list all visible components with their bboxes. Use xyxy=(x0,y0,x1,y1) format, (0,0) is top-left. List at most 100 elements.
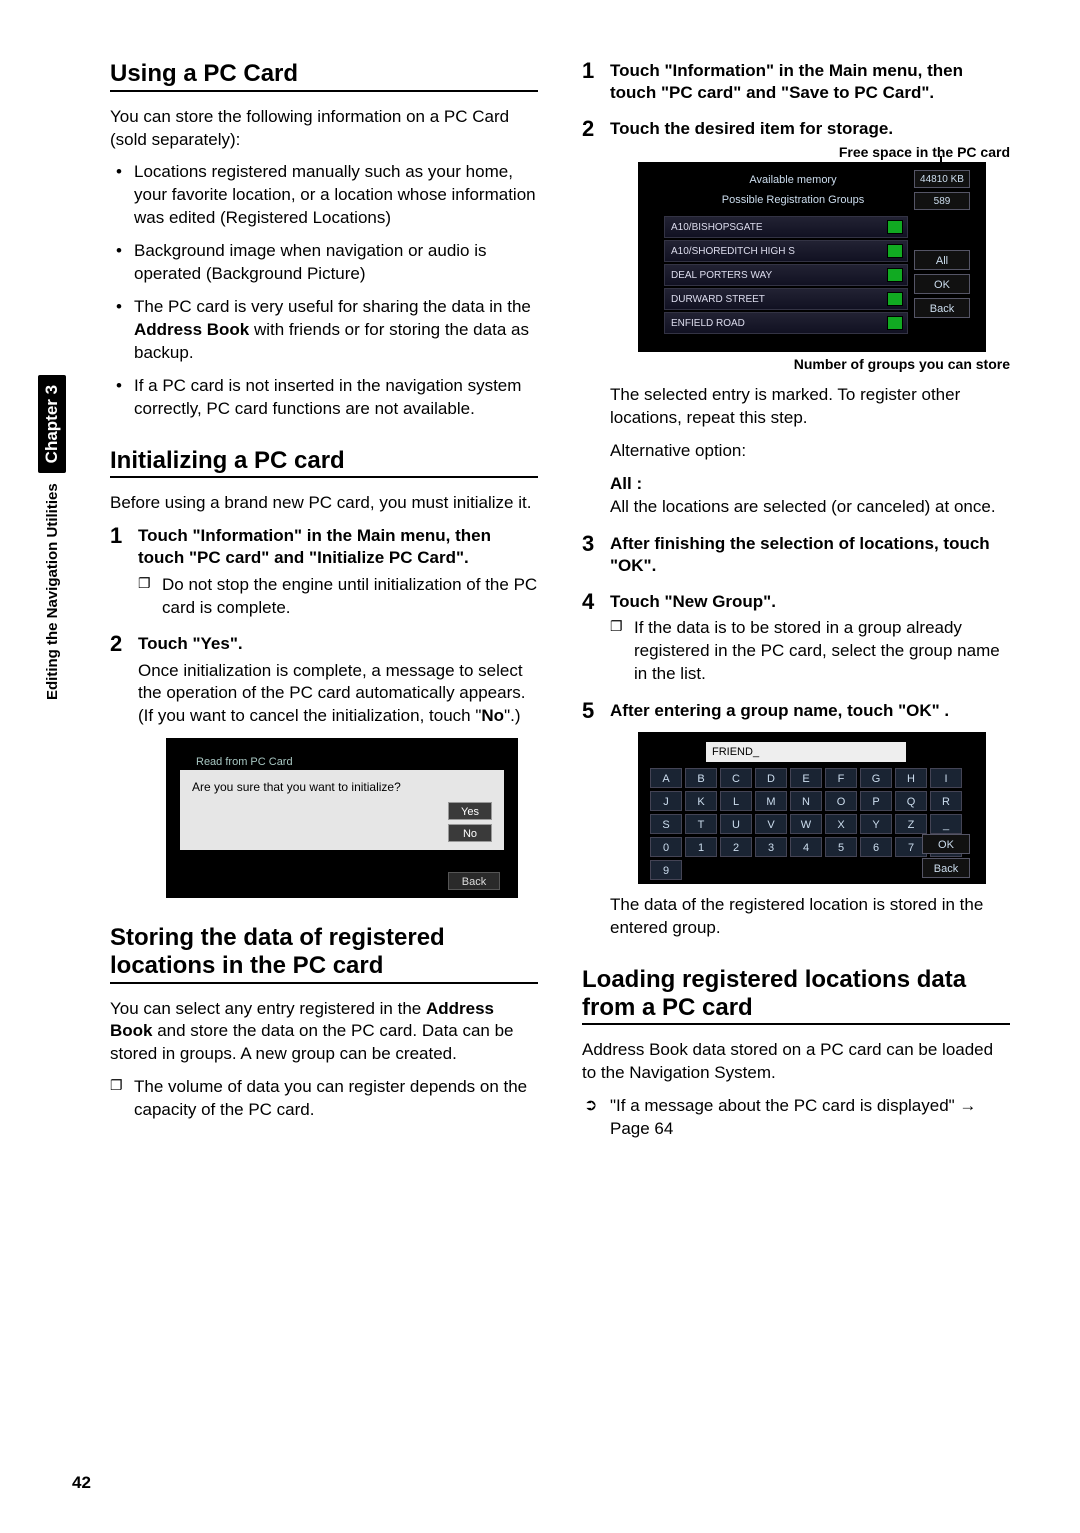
dialog-question: Are you sure that you want to initialize… xyxy=(180,770,504,804)
step-number: 5 xyxy=(582,698,594,724)
bullet-item: If a PC card is not inserted in the navi… xyxy=(134,375,538,421)
key-button[interactable]: C xyxy=(720,768,752,788)
key-button[interactable]: N xyxy=(790,791,822,811)
side-chapter-label: Chapter 3 xyxy=(38,375,66,473)
list-item[interactable]: ENFIELD ROAD xyxy=(664,312,908,334)
key-button[interactable]: P xyxy=(860,791,892,811)
text-entry-field[interactable]: FRIEND_ xyxy=(706,742,906,762)
yes-button[interactable]: Yes xyxy=(448,802,492,820)
init-steps: 1 Touch "Information" in the Main menu, … xyxy=(110,525,538,898)
key-button[interactable]: O xyxy=(825,791,857,811)
callout-num-groups: Number of groups you can store xyxy=(638,356,1010,372)
key-button[interactable]: L xyxy=(720,791,752,811)
step-title: Touch the desired item for storage. xyxy=(610,118,1010,140)
key-button[interactable]: V xyxy=(755,814,787,834)
alternative-label: Alternative option: xyxy=(610,440,1010,463)
step-title: Touch "Information" in the Main menu, th… xyxy=(610,60,1010,104)
bullet-item: Locations registered manually such as yo… xyxy=(134,161,538,230)
no-term: No xyxy=(481,706,504,725)
key-button[interactable]: Z xyxy=(895,814,927,834)
key-button[interactable]: A xyxy=(650,768,682,788)
back-button[interactable]: Back xyxy=(914,298,970,318)
list-item[interactable]: DURWARD STREET xyxy=(664,288,908,310)
storing-steps: 1 Touch "Information" in the Main menu, … xyxy=(582,60,1010,940)
key-button[interactable]: 4 xyxy=(790,837,822,857)
yes-no-group: Yes No xyxy=(448,802,492,842)
key-button[interactable]: 9 xyxy=(650,860,682,880)
key-button[interactable]: _ xyxy=(930,814,962,834)
intro-using: You can store the following information … xyxy=(110,106,538,152)
intro-storing: You can select any entry registered in t… xyxy=(110,998,538,1067)
key-button[interactable]: D xyxy=(755,768,787,788)
all-term: All : xyxy=(610,474,642,493)
back-button[interactable]: Back xyxy=(922,858,970,878)
key-button[interactable]: E xyxy=(790,768,822,788)
checkbox-icon[interactable] xyxy=(887,316,903,330)
key-button[interactable]: Y xyxy=(860,814,892,834)
key-button[interactable]: 6 xyxy=(860,837,892,857)
possible-groups-value: 589 xyxy=(914,192,970,210)
callout-free-space: Free space in the PC card xyxy=(638,144,1010,160)
screenshot-initialize-dialog: Read from PC Card Are you sure that you … xyxy=(166,738,518,898)
step-number: 4 xyxy=(582,589,594,615)
back-button[interactable]: Back xyxy=(448,872,500,890)
step-item: 2 Touch the desired item for storage. Fr… xyxy=(582,118,1010,519)
list-item[interactable]: A10/BISHOPSGATE xyxy=(664,216,908,238)
key-button[interactable]: G xyxy=(860,768,892,788)
all-button[interactable]: All xyxy=(914,250,970,270)
no-button[interactable]: No xyxy=(448,824,492,842)
key-button[interactable]: W xyxy=(790,814,822,834)
storing-note: ❐ The volume of data you can register de… xyxy=(110,1076,538,1122)
step-item: 5 After entering a group name, touch "OK… xyxy=(582,700,1010,940)
step-body: The data of the registered location is s… xyxy=(610,894,1010,940)
step-note: Do not stop the engine until initializat… xyxy=(138,574,538,620)
key-button[interactable]: 5 xyxy=(825,837,857,857)
key-button[interactable]: Q xyxy=(895,791,927,811)
key-button[interactable]: T xyxy=(685,814,717,834)
bullet-item: The PC card is very useful for sharing t… xyxy=(134,296,538,365)
step-body: The selected entry is marked. To registe… xyxy=(610,384,1010,430)
step-number: 2 xyxy=(110,631,122,657)
key-button[interactable]: S xyxy=(650,814,682,834)
cross-reference: "If a message about the PC card is displ… xyxy=(582,1095,1010,1141)
key-button[interactable]: B xyxy=(685,768,717,788)
checkbox-icon[interactable] xyxy=(887,220,903,234)
key-button[interactable]: M xyxy=(755,791,787,811)
right-column: 1 Touch "Information" in the Main menu, … xyxy=(582,60,1010,1141)
checkbox-icon[interactable] xyxy=(887,292,903,306)
key-button[interactable]: X xyxy=(825,814,857,834)
possible-groups-label: Possible Registration Groups xyxy=(688,194,898,206)
page-number: 42 xyxy=(72,1473,91,1493)
step-title: Touch "Information" in the Main menu, th… xyxy=(138,525,538,569)
step-number: 1 xyxy=(582,58,594,84)
page: Editing the Navigation Utilities Chapter… xyxy=(0,0,1080,1533)
ok-button[interactable]: OK xyxy=(922,834,970,854)
key-button[interactable]: K xyxy=(685,791,717,811)
key-button[interactable]: F xyxy=(825,768,857,788)
list-item[interactable]: DEAL PORTERS WAY xyxy=(664,264,908,286)
key-button[interactable]: 2 xyxy=(720,837,752,857)
ok-button[interactable]: OK xyxy=(914,274,970,294)
dialog-panel: Are you sure that you want to initialize… xyxy=(180,770,504,850)
side-utilities-label: Editing the Navigation Utilities xyxy=(44,483,61,700)
step-title: After entering a group name, touch "OK" … xyxy=(610,700,1010,722)
list-item[interactable]: A10/SHOREDITCH HIGH S xyxy=(664,240,908,262)
heading-loading: Loading registered locations data from a… xyxy=(582,966,1010,1025)
checkbox-icon[interactable] xyxy=(887,268,903,282)
key-button[interactable]: 1 xyxy=(685,837,717,857)
step-note: If the data is to be stored in a group a… xyxy=(610,617,1010,686)
screenshot-keyboard: FRIEND_ A B C D E F G H I J K xyxy=(638,732,986,884)
step-number: 3 xyxy=(582,531,594,557)
key-button[interactable]: 3 xyxy=(755,837,787,857)
location-list: A10/BISHOPSGATE A10/SHOREDITCH HIGH S DE… xyxy=(664,216,908,336)
key-button[interactable]: U xyxy=(720,814,752,834)
checkbox-icon[interactable] xyxy=(887,244,903,258)
step-title: After finishing the selection of locatio… xyxy=(610,533,1010,577)
callout-wrap: Free space in the PC card xyxy=(638,144,1010,160)
key-button[interactable]: R xyxy=(930,791,962,811)
key-button[interactable]: I xyxy=(930,768,962,788)
step-title: Touch "New Group". xyxy=(610,591,1010,613)
step-item: 3 After finishing the selection of locat… xyxy=(582,533,1010,577)
key-button[interactable]: H xyxy=(895,768,927,788)
key-button[interactable]: 0 xyxy=(650,837,682,857)
